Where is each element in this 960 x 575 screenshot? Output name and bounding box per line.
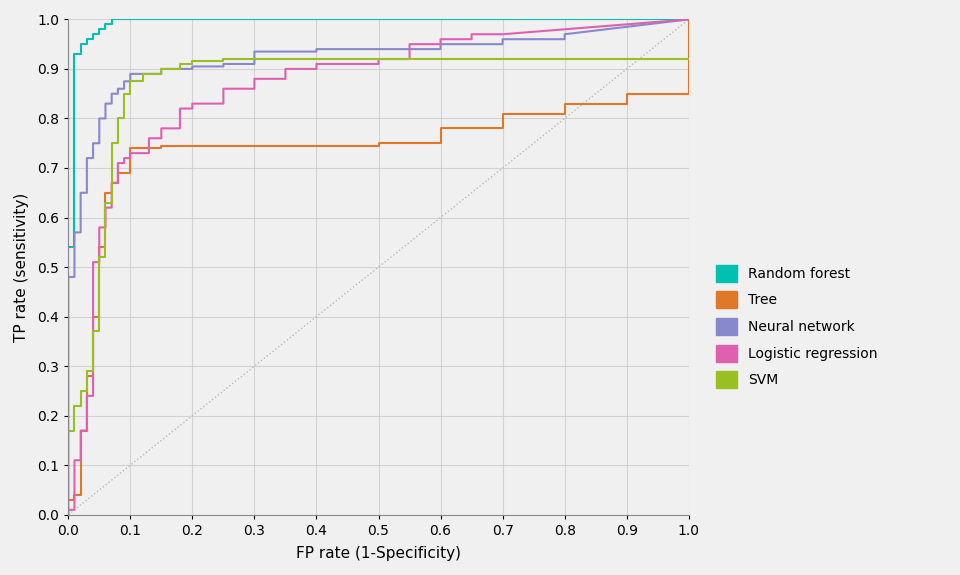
X-axis label: FP rate (1-Specificity): FP rate (1-Specificity) [296,546,461,561]
Y-axis label: TP rate (sensitivity): TP rate (sensitivity) [13,193,29,342]
Legend: Random forest, Tree, Neural network, Logistic regression, SVM: Random forest, Tree, Neural network, Log… [709,258,884,395]
